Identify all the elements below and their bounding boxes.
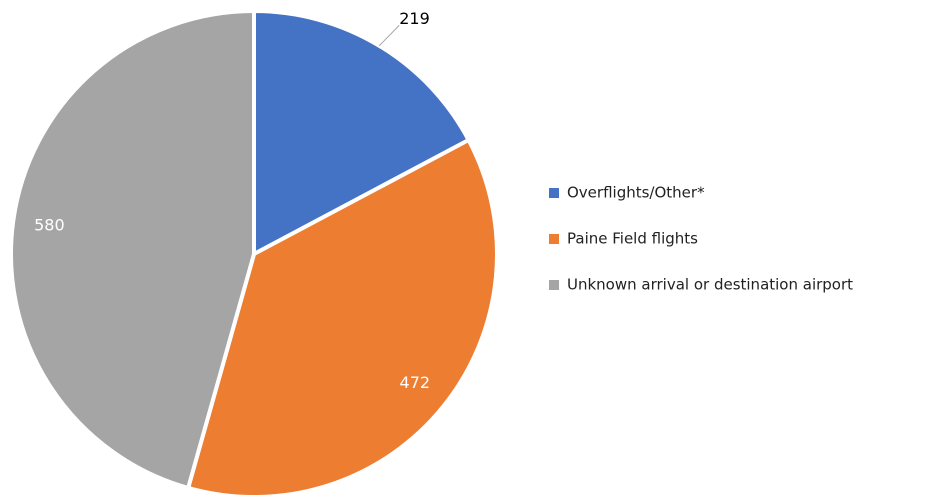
legend-label: Overflights/Other*	[567, 184, 705, 202]
pie-slice	[9, 8, 256, 491]
data-label: 580	[34, 215, 65, 234]
data-label: 219	[399, 9, 430, 28]
data-label: 472	[400, 373, 431, 392]
pie-slice	[185, 137, 499, 498]
legend-swatch	[549, 188, 559, 198]
leader-line	[378, 25, 400, 47]
legend-label: Unknown arrival or destination airport	[567, 276, 853, 294]
pie-slice	[252, 8, 472, 258]
legend-label: Paine Field flights	[567, 230, 698, 248]
legend-swatch	[549, 280, 559, 290]
legend-swatch	[549, 234, 559, 244]
